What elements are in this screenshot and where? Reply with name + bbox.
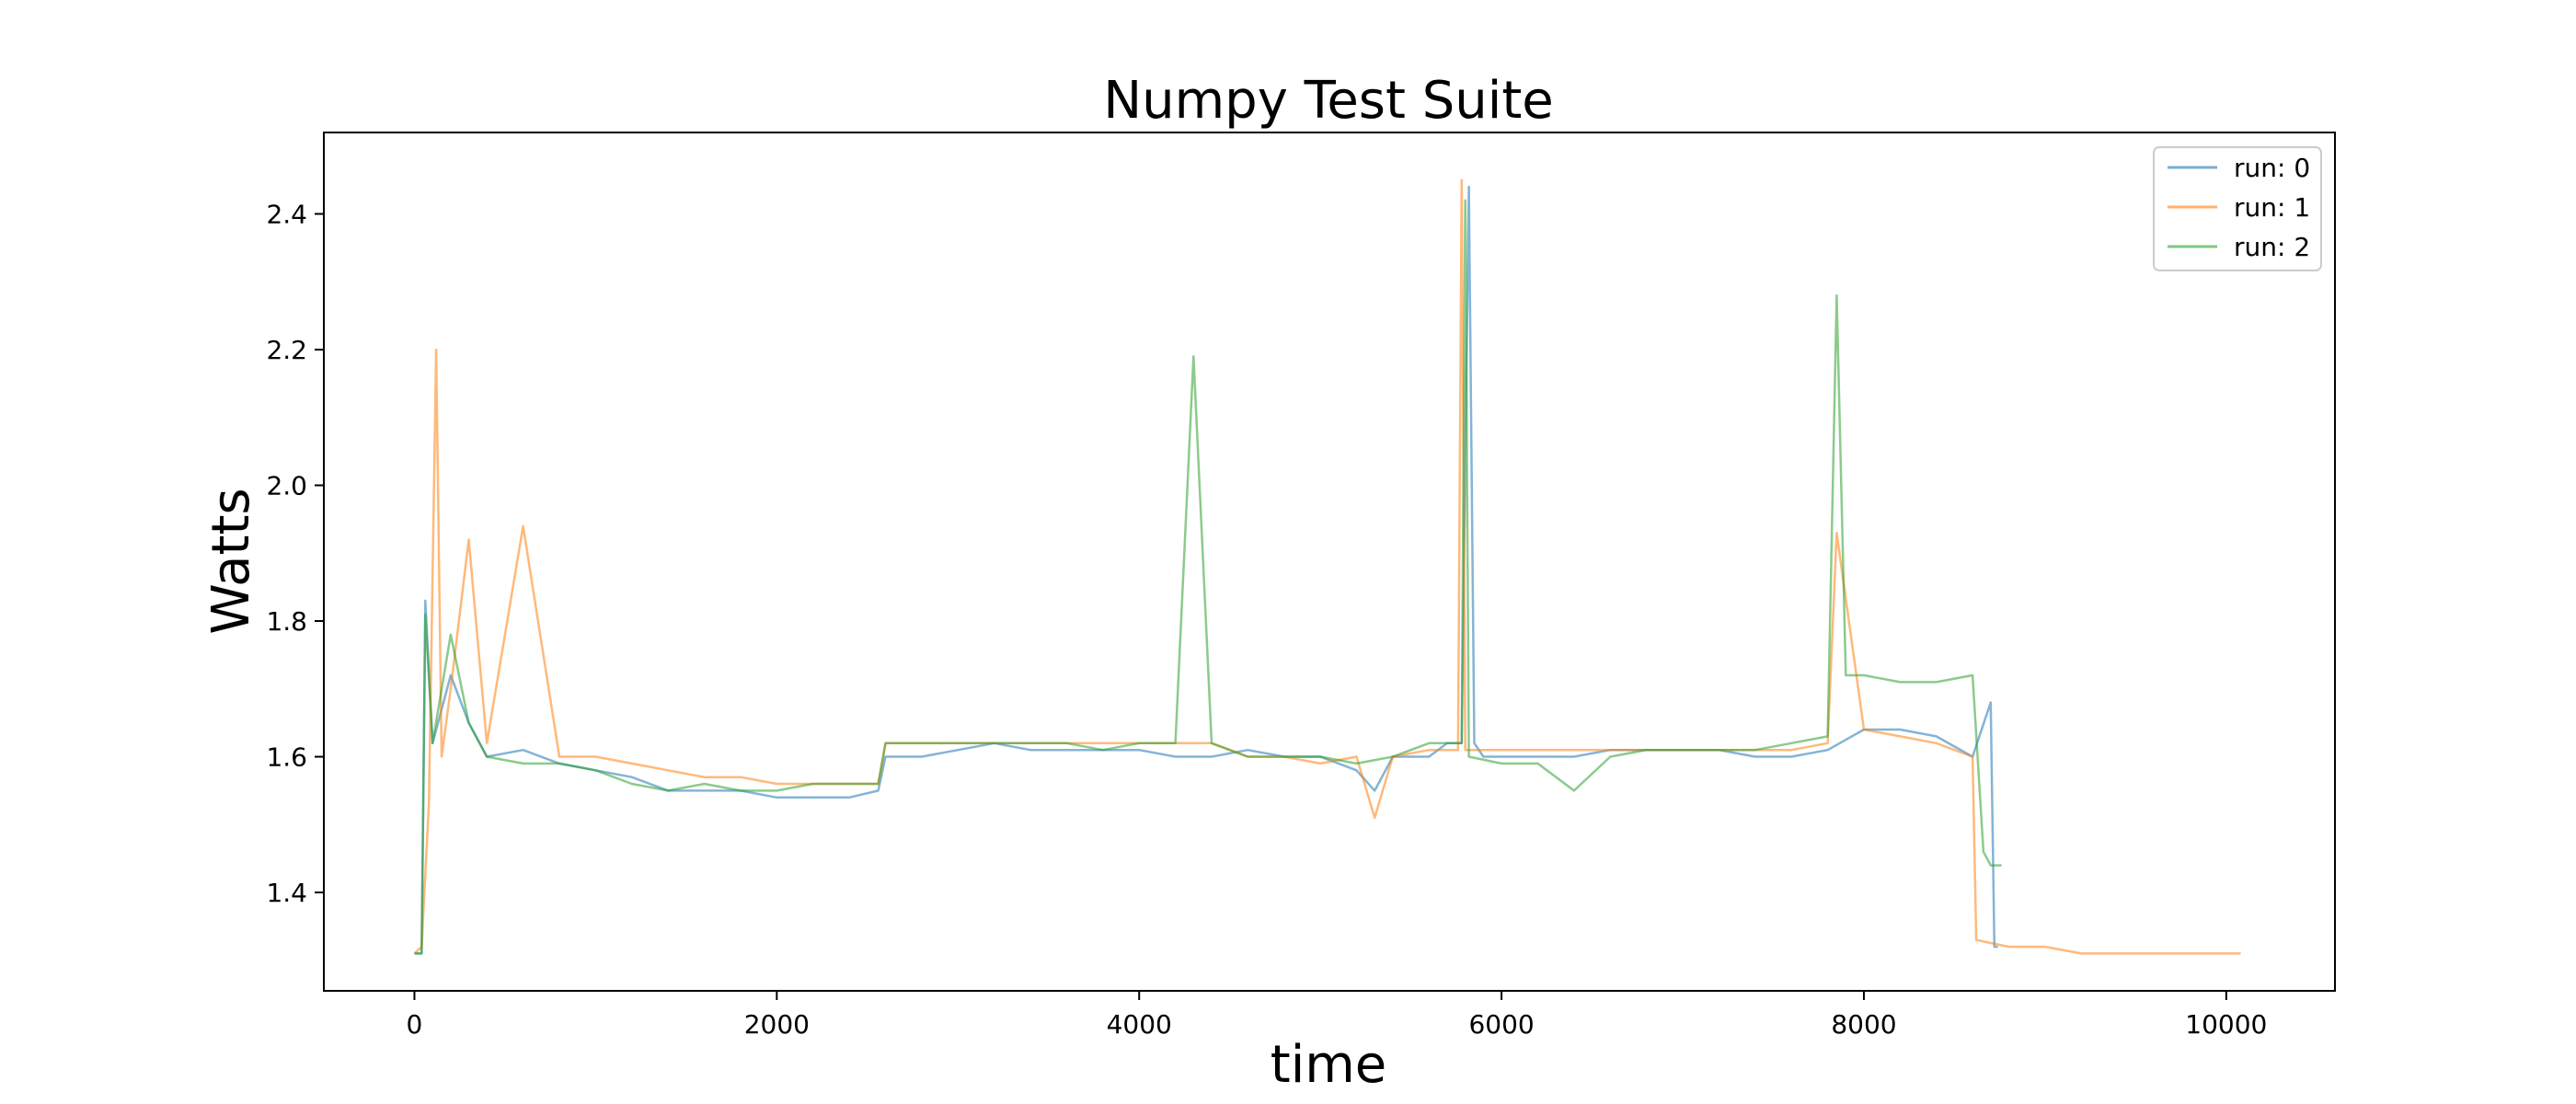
chart-title: Numpy Test Suite bbox=[1103, 71, 1554, 131]
series-line-run-0 bbox=[414, 185, 1998, 955]
y-tick-label: 2.0 bbox=[266, 471, 307, 501]
y-axis-ticks: 1.4 1.6 1.8 2.0 2.2 2.4 bbox=[266, 200, 324, 908]
y-tick-label: 1.6 bbox=[266, 742, 307, 773]
legend-label-run-2: run: 2 bbox=[2234, 232, 2310, 262]
x-tick-label: 0 bbox=[407, 1009, 423, 1040]
legend-box bbox=[2153, 146, 2322, 271]
x-axis-ticks: 0 2000 4000 6000 8000 10000 bbox=[407, 991, 2267, 1040]
series-line-run-1 bbox=[413, 178, 2241, 955]
series-line-run-2 bbox=[414, 199, 2002, 955]
x-tick-label: 6000 bbox=[1468, 1009, 1534, 1040]
y-tick-label: 2.4 bbox=[266, 200, 307, 230]
y-axis-label: Watts bbox=[201, 488, 261, 634]
y-tick-label: 1.4 bbox=[266, 878, 307, 908]
legend-label-run-1: run: 1 bbox=[2234, 192, 2310, 223]
legend: run: 0 run: 1 run: 2 bbox=[2153, 146, 2322, 271]
x-tick-label: 8000 bbox=[1831, 1009, 1896, 1040]
x-axis-label: time bbox=[1271, 1035, 1387, 1095]
plot-frame bbox=[323, 132, 2336, 992]
x-tick-label: 2000 bbox=[744, 1009, 810, 1040]
x-tick-label: 4000 bbox=[1107, 1009, 1172, 1040]
legend-label-run-0: run: 0 bbox=[2234, 153, 2310, 183]
x-tick-label: 10000 bbox=[2185, 1009, 2267, 1040]
y-tick-label: 1.8 bbox=[266, 606, 307, 637]
plot-area bbox=[413, 178, 2241, 955]
y-tick-label: 2.2 bbox=[266, 335, 307, 365]
